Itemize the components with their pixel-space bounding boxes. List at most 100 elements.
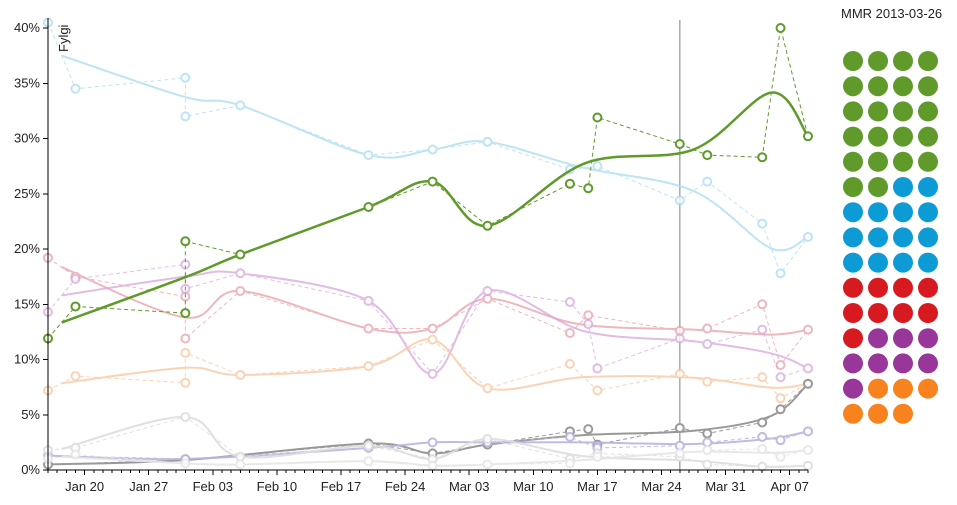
point-orange-9[interactable] <box>592 385 603 396</box>
point-purple-15[interactable] <box>803 363 813 374</box>
point-lavender-10[interactable] <box>775 435 786 446</box>
point-faint1-4[interactable] <box>363 440 374 451</box>
point-purple-14[interactable] <box>775 372 786 383</box>
point-purple-6[interactable] <box>427 368 438 379</box>
point-lightblue-14[interactable] <box>803 231 813 242</box>
point-orange-4[interactable] <box>235 369 246 380</box>
point-lightblue-6[interactable] <box>427 144 438 155</box>
point-purple-13[interactable] <box>757 324 768 335</box>
point-green-9[interactable] <box>583 183 594 194</box>
point-faint1-6[interactable] <box>482 434 493 445</box>
point-green-10[interactable] <box>592 112 603 123</box>
point-pink-8[interactable] <box>564 327 575 338</box>
point-purple-8[interactable] <box>564 297 575 308</box>
point-faint2-13[interactable] <box>803 445 813 456</box>
point-purple-12[interactable] <box>702 339 713 350</box>
y-tick-label: 25% <box>14 186 40 201</box>
point-faint2-11[interactable] <box>757 444 768 455</box>
point-orange-1[interactable] <box>70 371 81 382</box>
y-tick-label: 40% <box>14 20 40 35</box>
point-pink-3[interactable] <box>180 333 191 344</box>
point-green-12[interactable] <box>702 150 713 161</box>
point-faint2-12[interactable] <box>775 451 786 462</box>
point-lavender-11[interactable] <box>803 426 813 437</box>
point-lightblue-11[interactable] <box>702 176 713 187</box>
point-faint2-5[interactable] <box>427 460 438 471</box>
point-green-13[interactable] <box>757 152 768 163</box>
point-lavender-5[interactable] <box>564 431 575 442</box>
point-faint1-12[interactable] <box>803 460 813 471</box>
point-grey-11[interactable] <box>775 404 786 415</box>
point-faint2-9[interactable] <box>674 448 685 459</box>
point-faint2-1[interactable] <box>70 449 81 460</box>
point-orange-7[interactable] <box>482 383 493 394</box>
point-faint2-10[interactable] <box>702 445 713 456</box>
point-faint2-2[interactable] <box>180 458 191 469</box>
point-lightblue-3[interactable] <box>180 111 191 122</box>
point-lightblue-13[interactable] <box>775 268 786 279</box>
point-green-7[interactable] <box>482 220 493 231</box>
point-lightblue-10[interactable] <box>674 195 685 206</box>
point-green-8[interactable] <box>564 178 575 189</box>
point-lightblue-2[interactable] <box>180 72 191 83</box>
point-orange-5[interactable] <box>363 361 374 372</box>
point-green-3[interactable] <box>180 236 191 247</box>
point-purple-4[interactable] <box>235 268 246 279</box>
point-grey-12[interactable] <box>803 378 813 389</box>
x-tick-label: Feb 10 <box>257 479 297 494</box>
point-faint1-10[interactable] <box>702 459 713 470</box>
point-grey-6[interactable] <box>583 424 594 435</box>
point-lightblue-5[interactable] <box>363 150 374 161</box>
point-faint2-8[interactable] <box>592 451 603 462</box>
point-purple-1[interactable] <box>70 273 81 284</box>
point-pink-12[interactable] <box>757 299 768 310</box>
point-orange-3[interactable] <box>180 347 191 358</box>
point-orange-12[interactable] <box>757 372 768 383</box>
point-faint1-2[interactable] <box>180 411 191 422</box>
point-lightblue-4[interactable] <box>235 100 246 111</box>
point-green-5[interactable] <box>363 202 374 213</box>
point-orange-11[interactable] <box>702 376 713 387</box>
point-orange-2[interactable] <box>180 377 191 388</box>
point-green-14[interactable] <box>775 23 786 33</box>
point-pink-14[interactable] <box>803 324 813 335</box>
point-green-11[interactable] <box>674 139 685 150</box>
point-orange-13[interactable] <box>775 393 786 404</box>
point-purple-11[interactable] <box>674 333 685 344</box>
point-pink-6[interactable] <box>427 323 438 334</box>
point-grey-8[interactable] <box>674 423 685 434</box>
point-green-6[interactable] <box>427 176 438 187</box>
point-pink-5[interactable] <box>363 323 374 334</box>
point-pink-4[interactable] <box>235 285 246 296</box>
x-tick-label: Feb 03 <box>193 479 233 494</box>
trend-line-orange <box>61 338 809 391</box>
point-faint2-4[interactable] <box>363 456 374 467</box>
point-faint1-11[interactable] <box>757 461 768 472</box>
point-green-15[interactable] <box>803 131 813 142</box>
point-purple-10[interactable] <box>592 363 603 374</box>
point-lightblue-1[interactable] <box>70 83 81 94</box>
point-purple-7[interactable] <box>482 285 493 296</box>
point-pink-11[interactable] <box>702 323 713 334</box>
point-purple-9[interactable] <box>583 319 594 330</box>
point-faint2-7[interactable] <box>564 458 575 469</box>
point-grey-10[interactable] <box>757 417 768 428</box>
point-orange-6[interactable] <box>427 334 438 345</box>
point-faint2-3[interactable] <box>235 459 246 470</box>
point-pink-9[interactable] <box>583 310 594 321</box>
point-orange-8[interactable] <box>564 358 575 369</box>
point-green-1[interactable] <box>70 301 81 312</box>
point-lightblue-7[interactable] <box>482 136 493 147</box>
point-pink-13[interactable] <box>775 360 786 371</box>
point-lavender-3[interactable] <box>427 437 438 448</box>
point-lavender-9[interactable] <box>757 431 768 442</box>
point-purple-5[interactable] <box>363 295 374 306</box>
point-faint2-6[interactable] <box>482 459 493 470</box>
series-faint2 <box>43 444 813 471</box>
point-orange-10[interactable] <box>674 368 685 379</box>
point-lightblue-12[interactable] <box>757 218 768 229</box>
point-green-4[interactable] <box>235 249 246 260</box>
point-lightblue-9[interactable] <box>592 161 603 172</box>
point-grey-9[interactable] <box>702 428 713 439</box>
point-green-2[interactable] <box>180 308 191 319</box>
